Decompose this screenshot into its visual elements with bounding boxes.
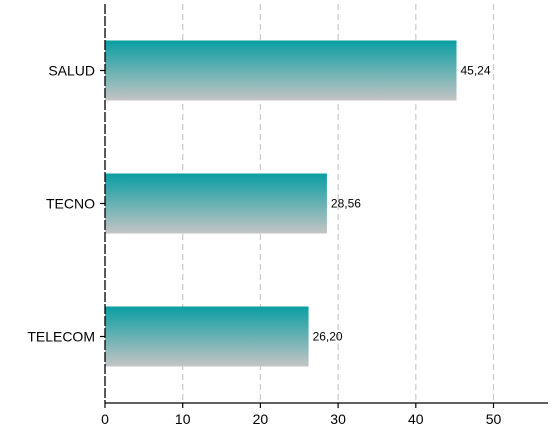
data-label-salud: 45,24 — [461, 64, 491, 78]
x-tick-label-30: 30 — [330, 411, 346, 427]
bar-telecom — [105, 306, 309, 367]
labels: 0 10 20 30 40 50 SALUD 45,24 TECNO 28,56 TELECOM 26… — [27, 63, 501, 428]
category-label-telecom: TELECOM — [27, 329, 95, 345]
x-tick-label-50: 50 — [486, 411, 502, 427]
axes — [100, 4, 548, 408]
x-tick-label-10: 10 — [175, 411, 191, 427]
data-label-telecom: 26,20 — [313, 330, 343, 344]
bar-tecno — [105, 173, 327, 234]
x-tick-label-0: 0 — [101, 411, 109, 427]
category-label-salud: SALUD — [48, 63, 95, 79]
bars — [105, 40, 457, 367]
category-label-tecno: TECNO — [46, 196, 95, 212]
data-label-tecno: 28,56 — [331, 197, 361, 211]
x-tick-label-20: 20 — [253, 411, 269, 427]
x-tick-label-40: 40 — [408, 411, 424, 427]
bar-salud — [105, 40, 457, 101]
